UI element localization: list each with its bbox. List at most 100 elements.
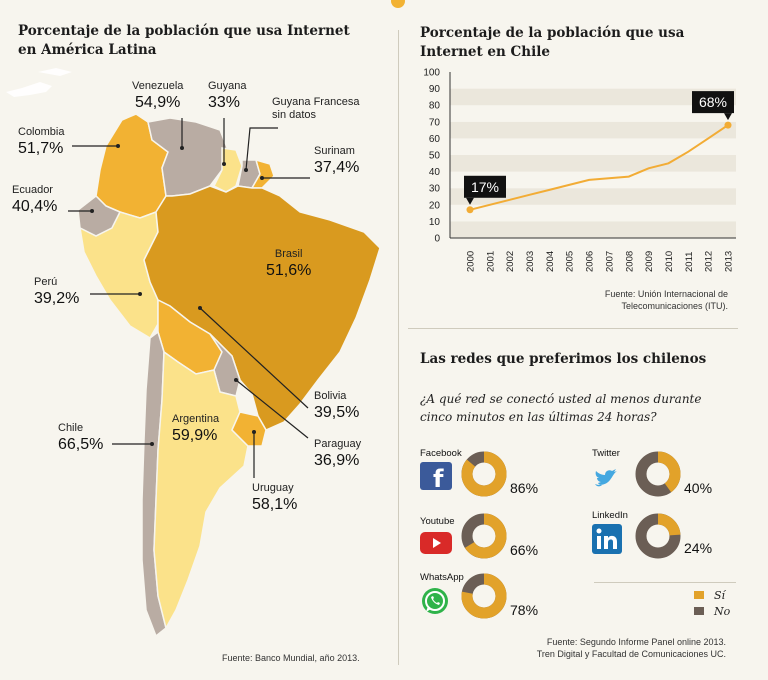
leader-dot [244,168,248,172]
country-value: 54,9% [135,94,181,111]
leader-dot [150,442,154,446]
x-tick-label: 2008 [624,251,635,272]
country-name: Guyana Francesa [272,96,360,108]
data-point [724,121,732,129]
leader-dot [222,162,226,166]
network-value-twitter: 40% [684,480,713,496]
legend-swatch-no [694,606,704,615]
label-surinam: Surinam 37,4% [314,145,359,177]
network-name-linkedin: LinkedIn [592,510,628,521]
label-chile: Chile 66,5% [58,422,103,454]
question-line2: cinco minutos en las últimas 24 horas? [420,410,657,424]
line-chart: 0 10 20 30 40 50 60 70 80 90 100 2000 2001 2002 2003 20… [423,68,736,272]
leader-dot [252,430,256,434]
donut-slice-si [635,451,681,497]
country-name: Guyana [208,80,247,92]
leader-dot [260,176,264,180]
network-value-youtube: 66% [510,542,539,558]
annotation-box [464,175,506,198]
leader-line [245,127,278,171]
country-value: 37,4% [314,159,360,176]
label-peru: Perú 39,2% [34,276,79,308]
y-tick-label: 30 [429,184,441,195]
leader-line [199,307,309,409]
annotation-pointer [466,197,474,205]
island-shape [6,82,52,97]
annotation-label: 68% [699,94,727,110]
grid-band [450,72,736,89]
donut-slice-si [461,573,507,619]
donut-slice-si [635,513,681,559]
legend-swatch-si [694,590,704,599]
youtube-icon [420,532,452,554]
leader-line [235,379,309,439]
y-tick-label: 10 [429,217,441,228]
x-tick-label: 2010 [664,251,675,272]
country-value: 40,4% [12,198,58,215]
country-name: Brasil [274,248,303,260]
line-chart-title: Porcentaje de la población que usa Inter… [420,24,684,62]
label-uruguay: Uruguay 58,1% [252,482,297,514]
networks-source-line2: Tren Digital y Facultad de Comunicacione… [536,649,726,659]
leader-dot [138,292,142,296]
country-name: Paraguay [314,438,362,450]
grid-band [450,188,736,205]
line-chart-title-line1: Porcentaje de la población que usa [420,25,685,41]
country-name: Ecuador [12,184,53,196]
grid-band [450,105,736,122]
x-tick-label: 2003 [525,251,536,272]
vertical-divider [398,30,399,665]
country-name: Chile [58,422,84,434]
country-name: Venezuela [132,80,184,92]
donut-whatsapp [461,573,507,619]
donut-twitter [635,451,681,497]
y-tick-label: 40 [429,167,441,178]
x-tick-label: 2006 [585,251,596,272]
leader-dot [180,146,184,150]
networks-question: ¿A qué red se conectó usted al menos dur… [420,390,701,426]
network-value-whatsapp: 78% [510,602,539,618]
leader-dot [234,378,238,382]
x-tick-label: 2009 [644,251,655,272]
whatsapp-icon [420,586,450,616]
country-shape-argentina [153,350,249,631]
y-tick-label: 80 [429,101,441,112]
network-value-linkedin: 24% [684,540,713,556]
annotation-label: 17% [471,179,499,195]
line-chart-title-line2: Internet en Chile [420,44,550,60]
country-name: Bolivia [314,390,347,402]
label-guyana-francesa: Guyana Francesa sin datos [272,96,359,122]
legend-label-no: No [714,605,731,618]
x-tick-label: 2011 [684,252,695,272]
grid-band [450,155,736,172]
legend-item-si: Sí [594,587,736,603]
map-title-line2: en América Latina [18,42,157,58]
svg-text:f: f [433,465,444,490]
line-chart-source-line2: Telecomunicaciones (ITU). [621,301,728,311]
donut-linkedin [635,513,681,559]
country-name: Colombia [18,126,65,138]
network-name-facebook: Facebook [420,448,462,459]
legend-item-no: No [594,603,736,619]
grid-band [450,204,736,222]
country-name: Surinam [314,145,355,157]
leader-dot [198,306,202,310]
data-point [466,206,474,214]
country-value: 66,5% [58,436,104,453]
y-tick-label: 60 [429,134,441,145]
grid-band [450,121,736,139]
grid-band [450,221,736,238]
leader-dot [90,209,94,213]
y-tick-label: 50 [429,151,441,162]
country-value: 39,5% [314,404,360,421]
south-america-map [6,68,381,638]
question-line1: ¿A qué red se conectó usted al menos dur… [420,392,702,406]
y-tick-label: 0 [434,234,440,245]
country-value: 36,9% [314,452,360,469]
y-tick-label: 70 [429,117,441,128]
label-paraguay: Paraguay 36,9% [314,438,361,470]
grid-band [450,138,736,155]
x-tick-label: 2007 [604,251,615,272]
country-value: 59,9% [172,427,218,444]
label-brasil: Brasil 51,6% [266,248,311,280]
